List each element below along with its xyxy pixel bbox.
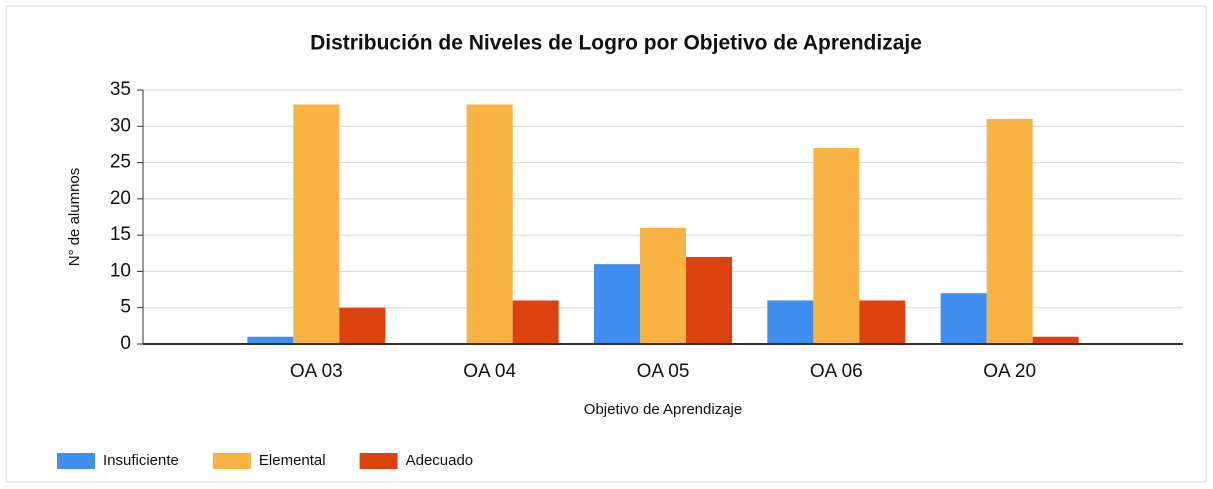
legend-label: Insuficiente (103, 452, 179, 469)
y-tick-label: 0 (120, 333, 131, 354)
x-tick-label: OA 04 (463, 361, 516, 382)
y-axis-label: N° de alumnos (66, 168, 83, 267)
bar (293, 104, 340, 344)
y-tick-label: 15 (110, 224, 131, 245)
bar (686, 256, 732, 344)
bar (247, 336, 294, 344)
bar (594, 264, 640, 344)
legend-label: Adecuado (406, 452, 474, 469)
y-tick-label: 35 (110, 79, 131, 100)
x-tick-label: OA 05 (637, 361, 690, 382)
bar (640, 227, 686, 344)
x-axis-label: Objetivo de Aprendizaje (584, 401, 742, 418)
chart-title: Distribución de Niveles de Logro por Obj… (310, 32, 922, 55)
legend-swatch (359, 453, 398, 469)
y-tick-label: 25 (110, 152, 131, 173)
y-tick-label: 20 (110, 188, 131, 209)
bar (986, 119, 1033, 345)
legend-swatch (57, 453, 95, 469)
x-tick-label: OA 03 (290, 361, 343, 382)
bar (859, 300, 906, 344)
y-tick-label: 10 (110, 260, 131, 281)
x-tick-label: OA 20 (983, 361, 1036, 382)
y-tick-label: 5 (120, 297, 131, 318)
bar (813, 148, 860, 344)
bar (1032, 336, 1079, 344)
x-tick-label: OA 06 (810, 361, 863, 382)
bar (767, 300, 814, 344)
bar (339, 307, 386, 344)
bar (466, 104, 513, 344)
bar (512, 300, 559, 344)
legend-swatch (212, 453, 251, 469)
y-tick-label: 30 (110, 115, 131, 136)
bar (940, 293, 987, 344)
legend-label: Elemental (259, 452, 326, 469)
